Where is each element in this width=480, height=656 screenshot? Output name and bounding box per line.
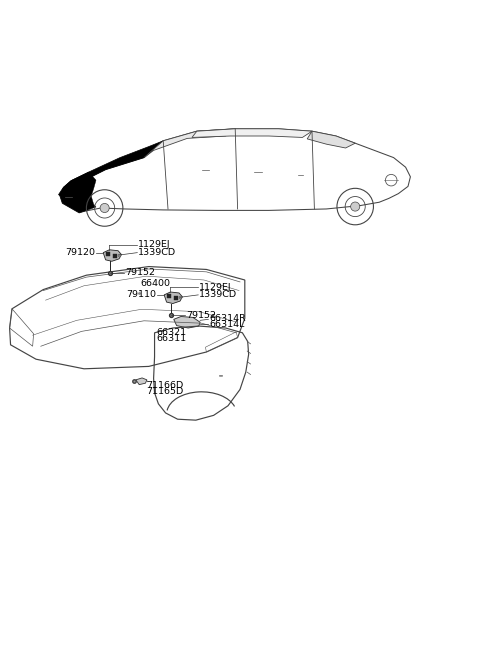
Polygon shape bbox=[136, 378, 147, 384]
Text: 66321: 66321 bbox=[156, 328, 186, 337]
Text: 1339CD: 1339CD bbox=[138, 248, 176, 257]
Text: 71166D: 71166D bbox=[146, 381, 184, 390]
Polygon shape bbox=[59, 141, 163, 196]
Text: 71165D: 71165D bbox=[146, 387, 184, 396]
Text: 1129EJ: 1129EJ bbox=[199, 283, 232, 292]
Circle shape bbox=[100, 203, 109, 213]
Text: 66314L: 66314L bbox=[209, 319, 245, 329]
Polygon shape bbox=[192, 129, 312, 138]
Polygon shape bbox=[164, 292, 182, 304]
Text: 1129EJ: 1129EJ bbox=[138, 241, 171, 249]
Polygon shape bbox=[144, 129, 235, 157]
Polygon shape bbox=[60, 172, 96, 213]
Polygon shape bbox=[307, 131, 355, 148]
Polygon shape bbox=[103, 250, 121, 261]
Text: 66400: 66400 bbox=[141, 279, 171, 289]
Polygon shape bbox=[174, 316, 200, 328]
Text: 79152: 79152 bbox=[186, 310, 216, 319]
Text: 79152: 79152 bbox=[125, 268, 155, 277]
Text: 79110: 79110 bbox=[126, 291, 156, 299]
Text: 66314R: 66314R bbox=[209, 314, 246, 323]
Text: 66311: 66311 bbox=[156, 334, 186, 343]
Text: 79120: 79120 bbox=[65, 248, 95, 257]
Text: 1339CD: 1339CD bbox=[199, 291, 237, 299]
Circle shape bbox=[350, 202, 360, 211]
